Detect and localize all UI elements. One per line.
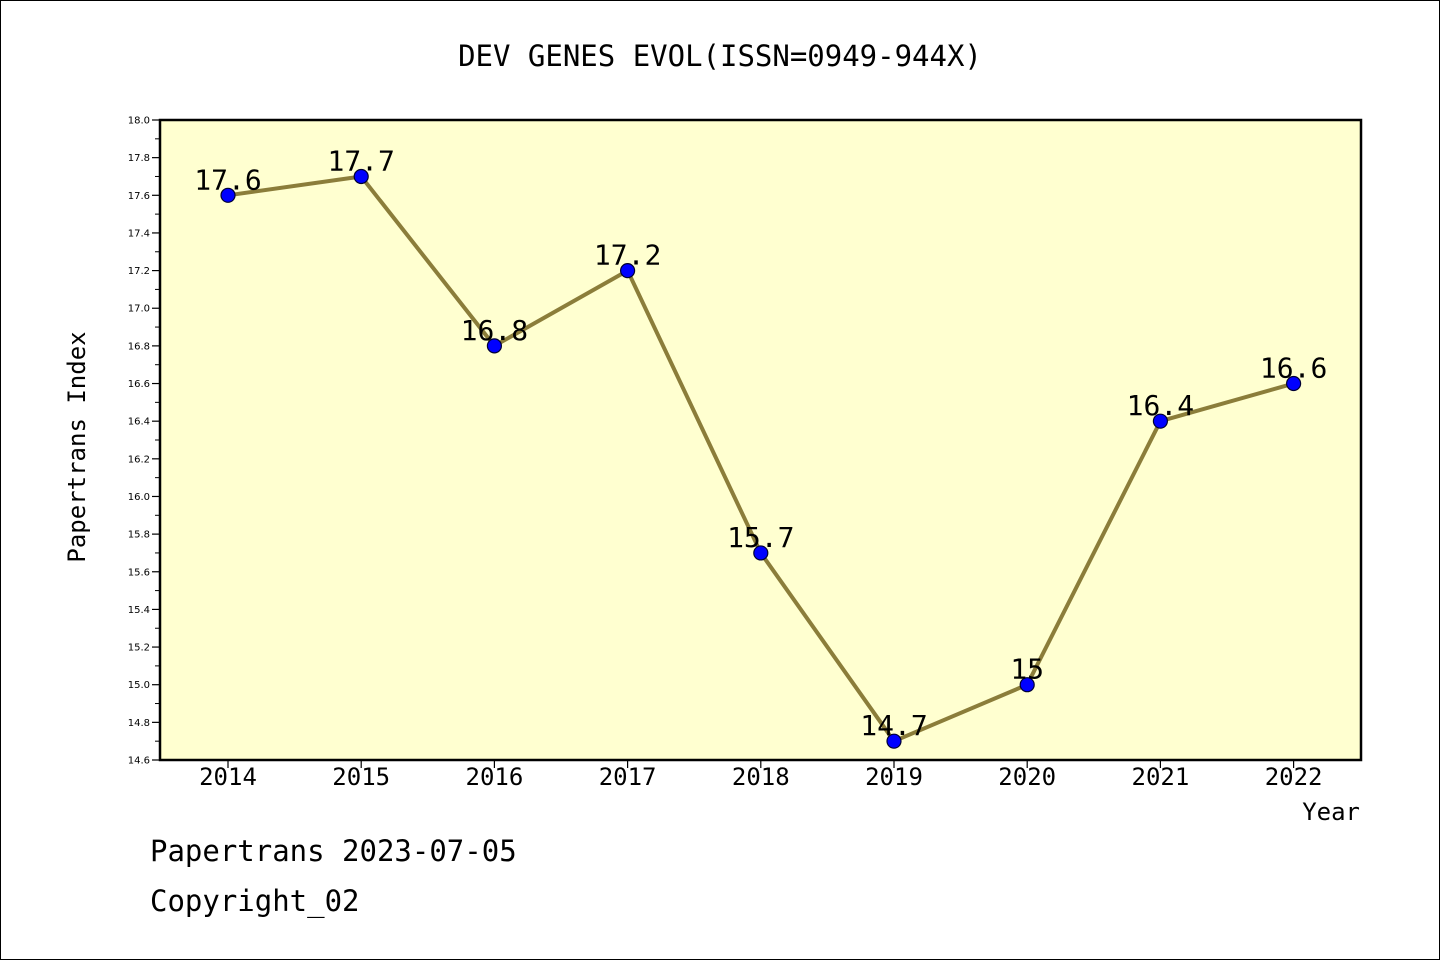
generator-stamp: Papertrans 2023-07-05 (150, 834, 517, 868)
x-tick-label: 2021 (1132, 763, 1190, 791)
x-tick-label: 2019 (865, 763, 923, 791)
y-tick-label: 17.8 (128, 153, 150, 164)
data-point (886, 733, 902, 749)
data-point (753, 545, 769, 561)
y-tick-label: 18.0 (128, 116, 150, 127)
data-label: 17.7 (327, 144, 394, 177)
y-tick-label: 16.8 (128, 341, 150, 352)
y-tick-label: 16.4 (128, 417, 150, 428)
y-tick-label: 14.6 (128, 756, 150, 767)
y-tick-label: 16.6 (128, 379, 150, 390)
copyright-text: Copyright_02 (150, 884, 360, 918)
data-point (1285, 375, 1302, 392)
x-tick-label: 2015 (332, 763, 390, 791)
data-label: 16.8 (461, 314, 528, 347)
data-point (1152, 413, 1169, 429)
y-tick-label: 17.2 (128, 266, 150, 277)
y-tick-label: 15.0 (128, 680, 150, 691)
plot-area (158, 118, 1363, 762)
y-tick-label: 14.8 (128, 718, 150, 729)
x-tick-label: 2020 (998, 763, 1056, 791)
y-tick-label: 15.8 (128, 530, 150, 541)
data-label: 16.4 (1127, 389, 1194, 422)
y-tick-label: 15.2 (128, 643, 150, 654)
chart-title: DEV GENES EVOL(ISSN=0949-944X) (458, 39, 982, 73)
y-tick-label: 15.4 (128, 605, 150, 616)
data-label: 17.2 (594, 239, 661, 272)
y-axis-label: Papertrans Index (63, 331, 91, 562)
data-point (486, 338, 502, 354)
x-axis-label: Year (1302, 798, 1360, 826)
data-label: 15 (1010, 653, 1044, 686)
data-point (619, 262, 636, 279)
y-tick-label: 17.4 (128, 228, 150, 239)
x-tick-label: 2016 (466, 763, 524, 791)
x-tick-label: 2018 (732, 763, 790, 791)
y-tick-label: 16.0 (128, 492, 150, 503)
data-label: 15.7 (727, 521, 794, 554)
y-tick-label: 16.2 (128, 454, 150, 465)
y-tick-label: 15.6 (128, 567, 150, 578)
x-tick-label: 2014 (199, 763, 257, 791)
x-tick-label: 2017 (599, 763, 657, 791)
y-tick-label: 17.6 (128, 191, 150, 202)
data-label: 14.7 (860, 709, 927, 742)
data-point (353, 168, 369, 185)
data-point (1019, 677, 1035, 693)
data-label: 17.6 (194, 163, 261, 196)
data-label: 16.6 (1260, 352, 1327, 385)
y-axis: 14.6 14.8 15.0 15.2 15.4 15.6 15.8 16.0 16.2 16.4… (128, 116, 160, 767)
y-tick-label: 17.0 (128, 304, 150, 315)
data-point (220, 187, 236, 203)
x-axis: 2014 2015 2016 2017 2018 2019 2020 2021 2022 (199, 760, 1322, 791)
series-index: 17.6 17.7 16.8 17.2 15.7 14.7 15 16.4 16.6 (194, 144, 1327, 749)
x-tick-label: 2022 (1265, 763, 1323, 791)
